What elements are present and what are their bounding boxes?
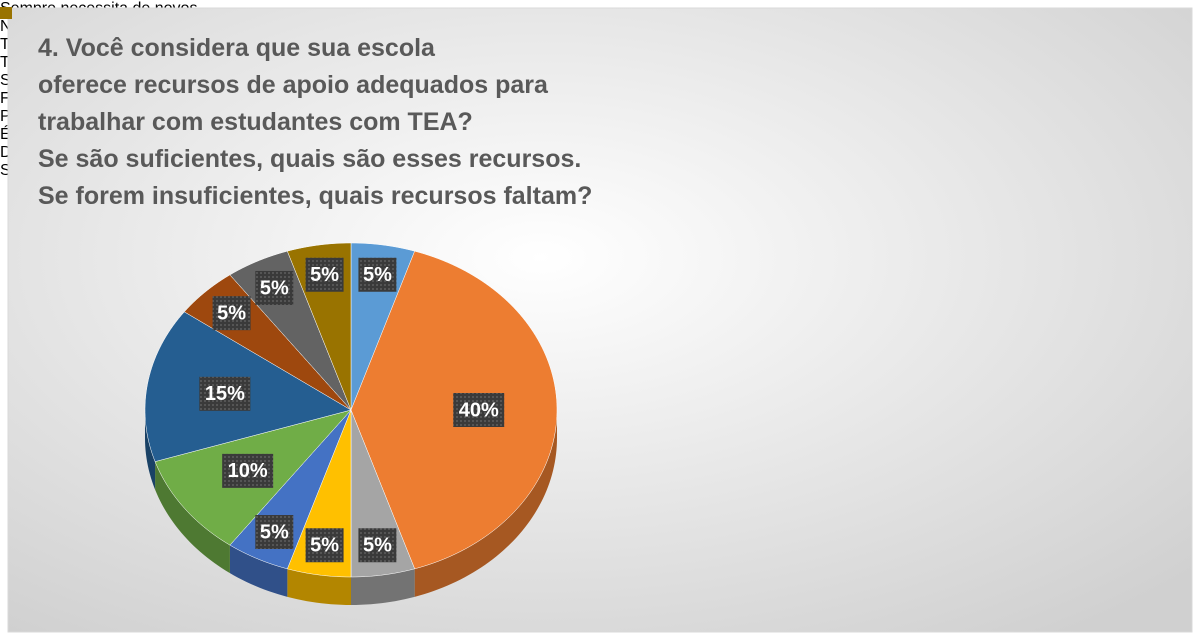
data-label-box bbox=[305, 257, 344, 292]
data-label-box bbox=[358, 257, 397, 292]
data-label: 5% bbox=[310, 535, 339, 557]
data-label-box bbox=[358, 528, 397, 563]
data-label: 5% bbox=[363, 264, 392, 286]
data-label: 5% bbox=[217, 302, 246, 324]
data-label: 10% bbox=[228, 460, 268, 482]
title-line: Se são suficientes, quais são esses recu… bbox=[38, 145, 582, 173]
title-line: Se forem insuficientes, quais recursos f… bbox=[38, 182, 593, 210]
data-label: 5% bbox=[363, 535, 392, 557]
pie-slice-side bbox=[155, 461, 230, 574]
pie-slice-side bbox=[287, 568, 351, 605]
pie-slice-side bbox=[351, 568, 415, 605]
pie-slice-side bbox=[145, 410, 156, 490]
data-label-box bbox=[255, 270, 294, 305]
data-label-box bbox=[255, 515, 294, 550]
data-label: 15% bbox=[205, 383, 245, 405]
data-label-box bbox=[453, 393, 505, 427]
data-label-box bbox=[212, 296, 251, 331]
data-label: 5% bbox=[310, 264, 339, 286]
data-label: 5% bbox=[260, 521, 289, 543]
title-line: 4. Você considera que sua escola bbox=[38, 34, 435, 62]
data-label-box bbox=[222, 453, 274, 488]
title-line: trabalhar com estudantes com TEA? bbox=[38, 108, 473, 136]
pie: 5% 40% 5% 5% 5% 10% 15% 5% 5% 5% bbox=[144, 242, 558, 605]
pie-slice-side bbox=[229, 545, 288, 597]
legend-swatch bbox=[0, 7, 12, 19]
data-label: 40% bbox=[459, 399, 499, 421]
pie-slice-side bbox=[414, 410, 557, 597]
title-line: oferece recursos de apoio adequados para bbox=[38, 71, 548, 99]
data-label-box bbox=[305, 528, 344, 563]
data-label: 5% bbox=[260, 277, 289, 299]
data-label-box bbox=[199, 376, 251, 411]
chart-title: 4. Você considera que sua escola oferece … bbox=[38, 30, 592, 215]
